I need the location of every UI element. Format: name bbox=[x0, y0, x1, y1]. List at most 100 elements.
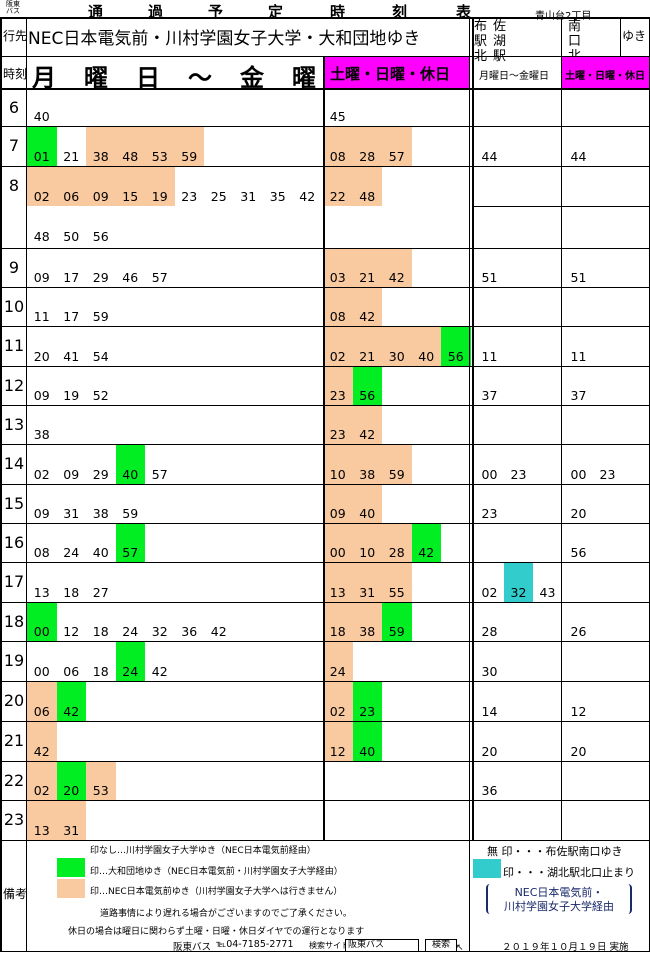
departure-minute: 03 bbox=[329, 270, 346, 285]
search-button[interactable]: 検索 bbox=[425, 939, 457, 952]
departure-minute: 48 bbox=[122, 149, 139, 164]
departure-minute: 38 bbox=[92, 506, 109, 521]
departure-minute: 12 bbox=[329, 744, 346, 759]
grid-line bbox=[0, 326, 650, 327]
minute-highlight bbox=[86, 761, 116, 800]
departure-minute: 59 bbox=[388, 467, 405, 482]
departure-minute: 06 bbox=[63, 664, 80, 679]
departure-minute: 51 bbox=[570, 270, 587, 285]
minute-highlight bbox=[115, 444, 145, 484]
title-char: 表 bbox=[456, 3, 472, 21]
minute-highlight bbox=[323, 602, 353, 641]
grid-line bbox=[0, 126, 650, 127]
departure-minute: 22 bbox=[329, 189, 346, 204]
departure-minute: 18 bbox=[329, 624, 346, 639]
minute-highlight bbox=[323, 405, 353, 444]
departure-minute: 00 bbox=[33, 624, 50, 639]
minute-highlight bbox=[86, 166, 116, 206]
bracket-left bbox=[486, 884, 490, 914]
departure-minute: 38 bbox=[359, 467, 376, 482]
company-mark: 阪東バス bbox=[6, 0, 20, 15]
departure-minute: 42 bbox=[388, 270, 405, 285]
departure-minute: 02 bbox=[329, 349, 346, 364]
departure-minute: 36 bbox=[181, 624, 198, 639]
departure-minute: 20 bbox=[63, 783, 80, 798]
sub-weekday-header: 月曜日～金曜日 bbox=[479, 71, 549, 82]
departure-minute: 56 bbox=[447, 349, 464, 364]
remarks-label: 備考 bbox=[3, 887, 28, 901]
grid-line bbox=[0, 56, 650, 57]
departure-minute: 24 bbox=[122, 624, 139, 639]
departure-minute: 00 bbox=[329, 545, 346, 560]
legend-orange: 印…NEC日本電気前ゆき（川村学園女子大学へは行きません） bbox=[90, 887, 343, 897]
departure-minute: 09 bbox=[92, 189, 109, 204]
departure-minute: 09 bbox=[329, 506, 346, 521]
departure-minute: 25 bbox=[210, 189, 227, 204]
minute-highlight bbox=[382, 326, 412, 366]
title-char: 過 bbox=[148, 3, 164, 21]
hour-label: 23 bbox=[3, 810, 25, 829]
departure-minute: 09 bbox=[33, 270, 50, 285]
grid-line bbox=[0, 562, 650, 563]
departure-minute: 40 bbox=[92, 545, 109, 560]
time-label: 時刻 bbox=[3, 67, 28, 81]
grid-line bbox=[0, 366, 650, 367]
minute-highlight bbox=[323, 641, 353, 681]
note-delay: 道路事情により遅れる場合がございますのでご了承ください。 bbox=[100, 909, 352, 919]
minute-highlight bbox=[27, 761, 57, 800]
footer-tel: ℡04-7185-2771 bbox=[216, 939, 294, 950]
pointer-arrow-icon: ↖ bbox=[456, 943, 464, 953]
grid-line bbox=[561, 17, 562, 840]
departure-minute: 59 bbox=[122, 506, 139, 521]
departure-minute: 48 bbox=[359, 189, 376, 204]
grid-line bbox=[0, 484, 650, 485]
departure-minute: 42 bbox=[151, 664, 168, 679]
minute-highlight bbox=[323, 326, 353, 366]
title-char: 刻 bbox=[392, 3, 408, 21]
hour-label: 16 bbox=[3, 533, 25, 552]
departure-minute: 31 bbox=[63, 506, 80, 521]
grid-line bbox=[620, 17, 621, 56]
minute-highlight bbox=[145, 166, 175, 206]
grid-line bbox=[0, 17, 2, 952]
hour-label: 22 bbox=[3, 771, 25, 790]
hour-label: 21 bbox=[3, 731, 25, 750]
departure-minute: 00 bbox=[570, 467, 587, 482]
departure-minute: 31 bbox=[359, 585, 376, 600]
departure-minute: 40 bbox=[33, 109, 50, 124]
departure-minute: 23 bbox=[181, 189, 198, 204]
search-input[interactable]: 阪東バス bbox=[345, 939, 419, 952]
hour-label: 17 bbox=[3, 572, 25, 591]
minute-highlight bbox=[411, 523, 441, 562]
hour-label: 8 bbox=[8, 176, 20, 195]
departure-minute: 43 bbox=[539, 585, 556, 600]
departure-minute: 18 bbox=[92, 624, 109, 639]
departure-minute: 40 bbox=[359, 506, 376, 521]
holiday-header-bg bbox=[323, 56, 469, 88]
grid-line bbox=[0, 287, 650, 288]
departure-minute: 59 bbox=[181, 149, 198, 164]
departure-minute: 42 bbox=[418, 545, 435, 560]
stop-name: 青山台2丁目 bbox=[535, 7, 591, 22]
minute-highlight bbox=[352, 484, 382, 523]
minute-highlight bbox=[352, 166, 382, 206]
departure-minute: 23 bbox=[481, 506, 498, 521]
departure-minute: 29 bbox=[92, 467, 109, 482]
departure-minute: 57 bbox=[151, 467, 168, 482]
departure-minute: 18 bbox=[92, 664, 109, 679]
departure-minute: 21 bbox=[359, 349, 376, 364]
minute-highlight bbox=[504, 562, 533, 602]
minute-highlight bbox=[382, 562, 412, 602]
minute-highlight bbox=[27, 721, 57, 761]
departure-minute: 44 bbox=[481, 149, 498, 164]
departure-minute: 41 bbox=[63, 349, 80, 364]
grid-line bbox=[0, 88, 650, 90]
departure-minute: 40 bbox=[418, 349, 435, 364]
minute-highlight bbox=[174, 126, 204, 166]
weekday-header: 月 曜 日 ～ 金 曜 日 bbox=[32, 64, 370, 92]
hour-label: 10 bbox=[3, 297, 25, 316]
legend-green: 印…大和団地ゆき（NEC日本電気前・川村学園女子大学経由） bbox=[90, 867, 343, 877]
departure-minute: 20 bbox=[570, 744, 587, 759]
departure-minute: 21 bbox=[63, 149, 80, 164]
departure-minute: 02 bbox=[481, 585, 498, 600]
